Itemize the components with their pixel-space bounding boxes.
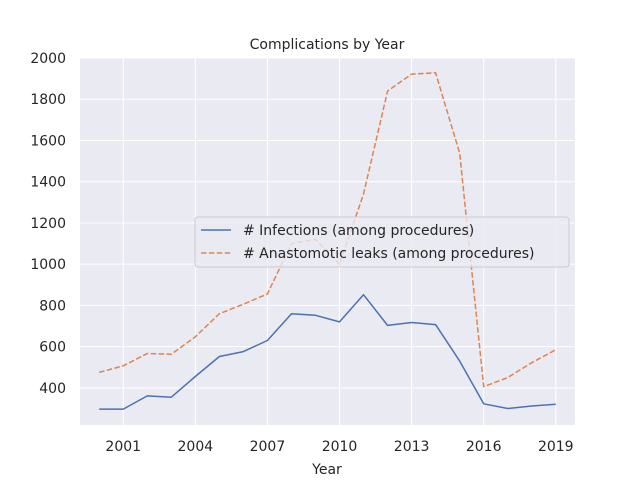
- x-tick-label: 2007: [250, 439, 286, 455]
- x-tick-label: 2004: [178, 439, 214, 455]
- y-tick-label: 800: [39, 298, 66, 314]
- y-tick-labels: 400 600 800 1000 1200 1400 1600 1800 2000: [30, 51, 66, 397]
- legend-label-infections: # Infections (among procedures): [243, 223, 474, 239]
- y-tick-label: 1400: [30, 175, 66, 191]
- x-tick-label: 2001: [105, 439, 141, 455]
- legend-box: [194, 216, 570, 268]
- y-tick-label: 1600: [30, 133, 66, 149]
- x-tick-labels: 2001 2004 2007 2010 2013 2016 2019: [105, 439, 573, 455]
- x-tick-label: 2016: [466, 439, 502, 455]
- x-axis-label: Year: [311, 462, 342, 478]
- series-line-infections: [99, 293, 556, 410]
- y-tick-label: 400: [39, 381, 66, 397]
- x-tick-label: 2010: [322, 439, 358, 455]
- y-tick-label: 1200: [30, 216, 66, 232]
- y-tick-label: 600: [39, 340, 66, 356]
- legend: # Infections (among procedures) # Anasto…: [194, 216, 570, 268]
- legend-label-leaks: # Anastomotic leaks (among procedures): [243, 246, 534, 262]
- chart-title: Complications by Year: [250, 37, 405, 53]
- x-tick-label: 2019: [538, 439, 574, 455]
- y-tick-label: 1800: [30, 92, 66, 108]
- x-tick-label: 2013: [394, 439, 430, 455]
- y-tick-label: 1000: [30, 257, 66, 273]
- y-tick-label: 2000: [30, 51, 66, 67]
